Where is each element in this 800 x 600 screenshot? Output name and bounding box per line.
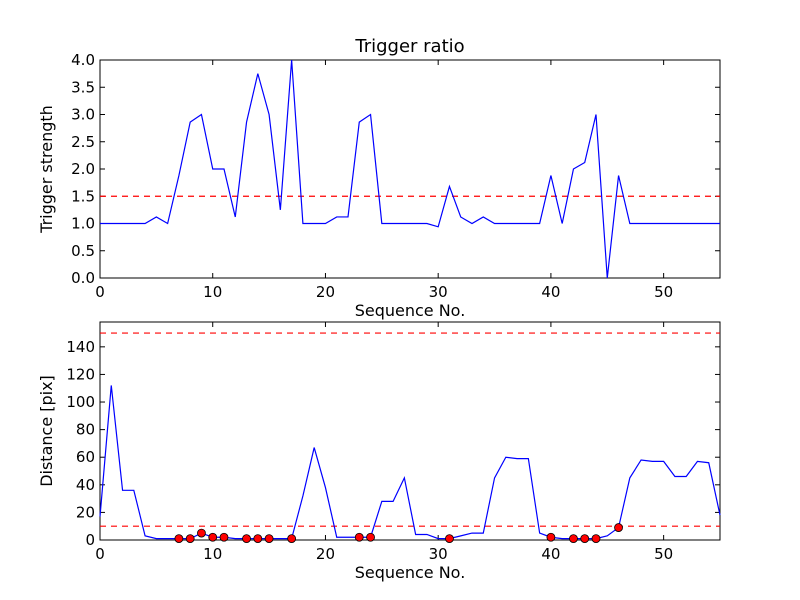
- data-point-marker: [366, 532, 375, 542]
- data-point-marker: [569, 534, 578, 544]
- axes-frame: [99, 321, 721, 541]
- x-tick-label: 0: [95, 283, 105, 301]
- y-tick-label: 100: [66, 393, 95, 411]
- y-tick-label: 0.5: [71, 242, 95, 260]
- y-axis-label: Distance [pix]: [37, 375, 56, 487]
- data-point-marker: [174, 534, 184, 544]
- x-tick-label: 50: [654, 545, 673, 563]
- y-tick-label: 1.0: [71, 215, 95, 233]
- y-tick-label: 140: [66, 338, 95, 356]
- x-tick-label: 10: [203, 545, 222, 563]
- data-point-marker: [546, 532, 556, 542]
- y-tick-label: 1.5: [71, 187, 95, 205]
- x-tick-label: 30: [429, 283, 448, 301]
- y-axis-label: Trigger strength: [37, 105, 56, 234]
- y-tick-label: 4.0: [71, 51, 95, 69]
- y-tick-label: 2.5: [71, 133, 95, 151]
- data-point-marker: [197, 528, 206, 538]
- data-point-marker: [354, 532, 364, 542]
- data-point-marker: [208, 532, 218, 542]
- data-point-marker: [287, 534, 297, 544]
- y-tick-label: 60: [76, 448, 95, 466]
- data-point-marker: [219, 532, 229, 542]
- y-tick-label: 80: [76, 421, 95, 439]
- data-point-marker: [445, 534, 454, 544]
- x-axis-label: Sequence No.: [355, 563, 466, 582]
- series-line: [100, 59, 720, 279]
- y-tick-label: 0.0: [71, 269, 95, 287]
- x-tick-label: 20: [316, 545, 335, 563]
- data-point-marker: [614, 523, 623, 532]
- axes-frame: [99, 59, 721, 279]
- y-tick-label: 3.0: [71, 106, 95, 124]
- x-tick-label: 50: [654, 283, 673, 301]
- x-axis-label: Sequence No.: [355, 301, 466, 320]
- x-tick-label: 30: [429, 545, 448, 563]
- y-tick-label: 3.5: [71, 78, 95, 96]
- x-tick-label: 40: [541, 283, 560, 301]
- y-tick-label: 120: [66, 365, 95, 383]
- y-tick-label: 0: [85, 531, 95, 549]
- x-tick-label: 10: [203, 283, 222, 301]
- y-tick-label: 40: [76, 476, 95, 494]
- data-point-marker: [591, 534, 601, 544]
- data-point-marker: [253, 534, 263, 544]
- top-panel-trigger-ratio: Trigger ratio 0 10 20 30 40 50 0.0 0.5 1.0 1.5 2.0 2…: [37, 36, 721, 320]
- bottom-panel-distance: 0 10 20 30 40 50 0 20 40 60 80 100 120 140 Sequence No…: [37, 321, 721, 582]
- y-tick-label: 2.0: [71, 160, 95, 178]
- data-point-marker: [580, 534, 590, 544]
- chart-title: Trigger ratio: [354, 36, 464, 57]
- data-point-marker: [264, 534, 274, 544]
- y-tick-label: 20: [76, 503, 95, 521]
- data-point-marker: [242, 534, 251, 544]
- data-point-marker: [185, 534, 195, 544]
- x-tick-label: 20: [316, 283, 335, 301]
- series-line: [99, 385, 721, 540]
- x-tick-label: 0: [95, 545, 105, 563]
- x-tick-label: 40: [541, 545, 560, 563]
